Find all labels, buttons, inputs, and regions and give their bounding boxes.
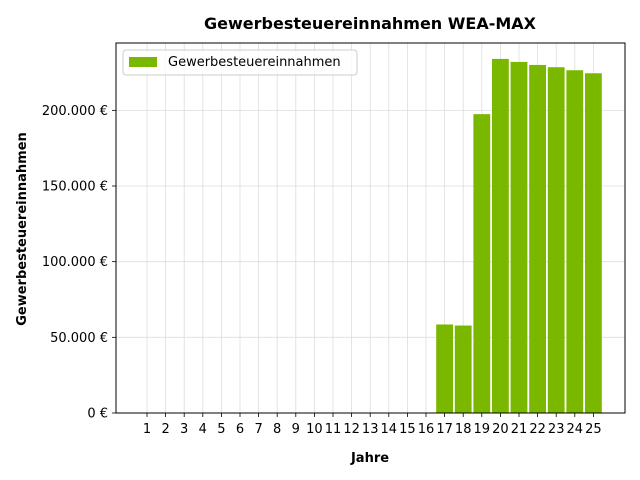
x-tick-label: 10: [306, 422, 323, 437]
x-tick-label: 20: [492, 422, 509, 437]
x-tick-label: 11: [325, 422, 342, 437]
x-tick-label: 23: [548, 422, 565, 437]
x-axis-label: Jahre: [350, 451, 389, 466]
x-tick-label: 16: [418, 422, 435, 437]
bars: [436, 58, 602, 414]
x-tick-label: 2: [161, 422, 169, 437]
x-tick-label: 19: [474, 422, 491, 437]
bar: [454, 325, 472, 413]
chart-title: Gewerbesteuereinnahmen WEA-MAX: [204, 14, 537, 33]
x-tick-label: 15: [399, 422, 416, 437]
legend-box: [122, 49, 358, 76]
x-tick-label: 7: [254, 422, 262, 437]
x-tick-label: 9: [292, 422, 300, 437]
legend: Gewerbesteuereinnahmen: [122, 49, 358, 76]
x-tick-label: 1: [143, 422, 151, 437]
y-tick-label: 100.000 €: [42, 255, 108, 270]
x-tick-label: 24: [567, 422, 584, 437]
x-tick-label: 6: [236, 422, 244, 437]
y-ticks: 0 € 50.000 € 100.000 € 150.000 € 200.000 €: [42, 104, 116, 422]
x-tick-label: 13: [362, 422, 379, 437]
x-tick-label: 22: [529, 422, 546, 437]
bar: [566, 70, 584, 414]
x-tick-label: 25: [585, 422, 602, 437]
legend-label: Gewerbesteuereinnahmen: [168, 55, 341, 70]
x-tick-label: 4: [199, 422, 207, 437]
x-tick-label: 12: [343, 422, 360, 437]
bar: [492, 58, 509, 413]
x-ticks: 1 2 3 4 5 6 7 8 9 10 11 12 13 14 15 16 17 18 19 20 21 22 23 24 2…: [143, 413, 602, 437]
bar: [473, 114, 491, 413]
x-tick-label: 17: [436, 422, 453, 437]
y-tick-label: 200.000 €: [42, 104, 108, 119]
y-tick-label: 150.000 €: [42, 180, 108, 195]
bar: [547, 67, 565, 413]
x-tick-label: 14: [381, 422, 398, 437]
x-tick-label: 5: [217, 422, 225, 437]
bar: [529, 64, 546, 413]
y-axis-label: Gewerbesteuereinnahmen: [15, 132, 30, 326]
x-tick-label: 3: [180, 422, 188, 437]
x-tick-label: 18: [455, 422, 472, 437]
bar: [436, 324, 453, 413]
bar: [510, 61, 528, 413]
y-tick-label: 50.000 €: [50, 331, 108, 346]
bar: [585, 73, 602, 414]
legend-swatch: [129, 57, 157, 67]
x-tick-label: 8: [273, 422, 281, 437]
x-tick-label: 21: [511, 422, 528, 437]
y-tick-label: 0 €: [87, 407, 108, 422]
